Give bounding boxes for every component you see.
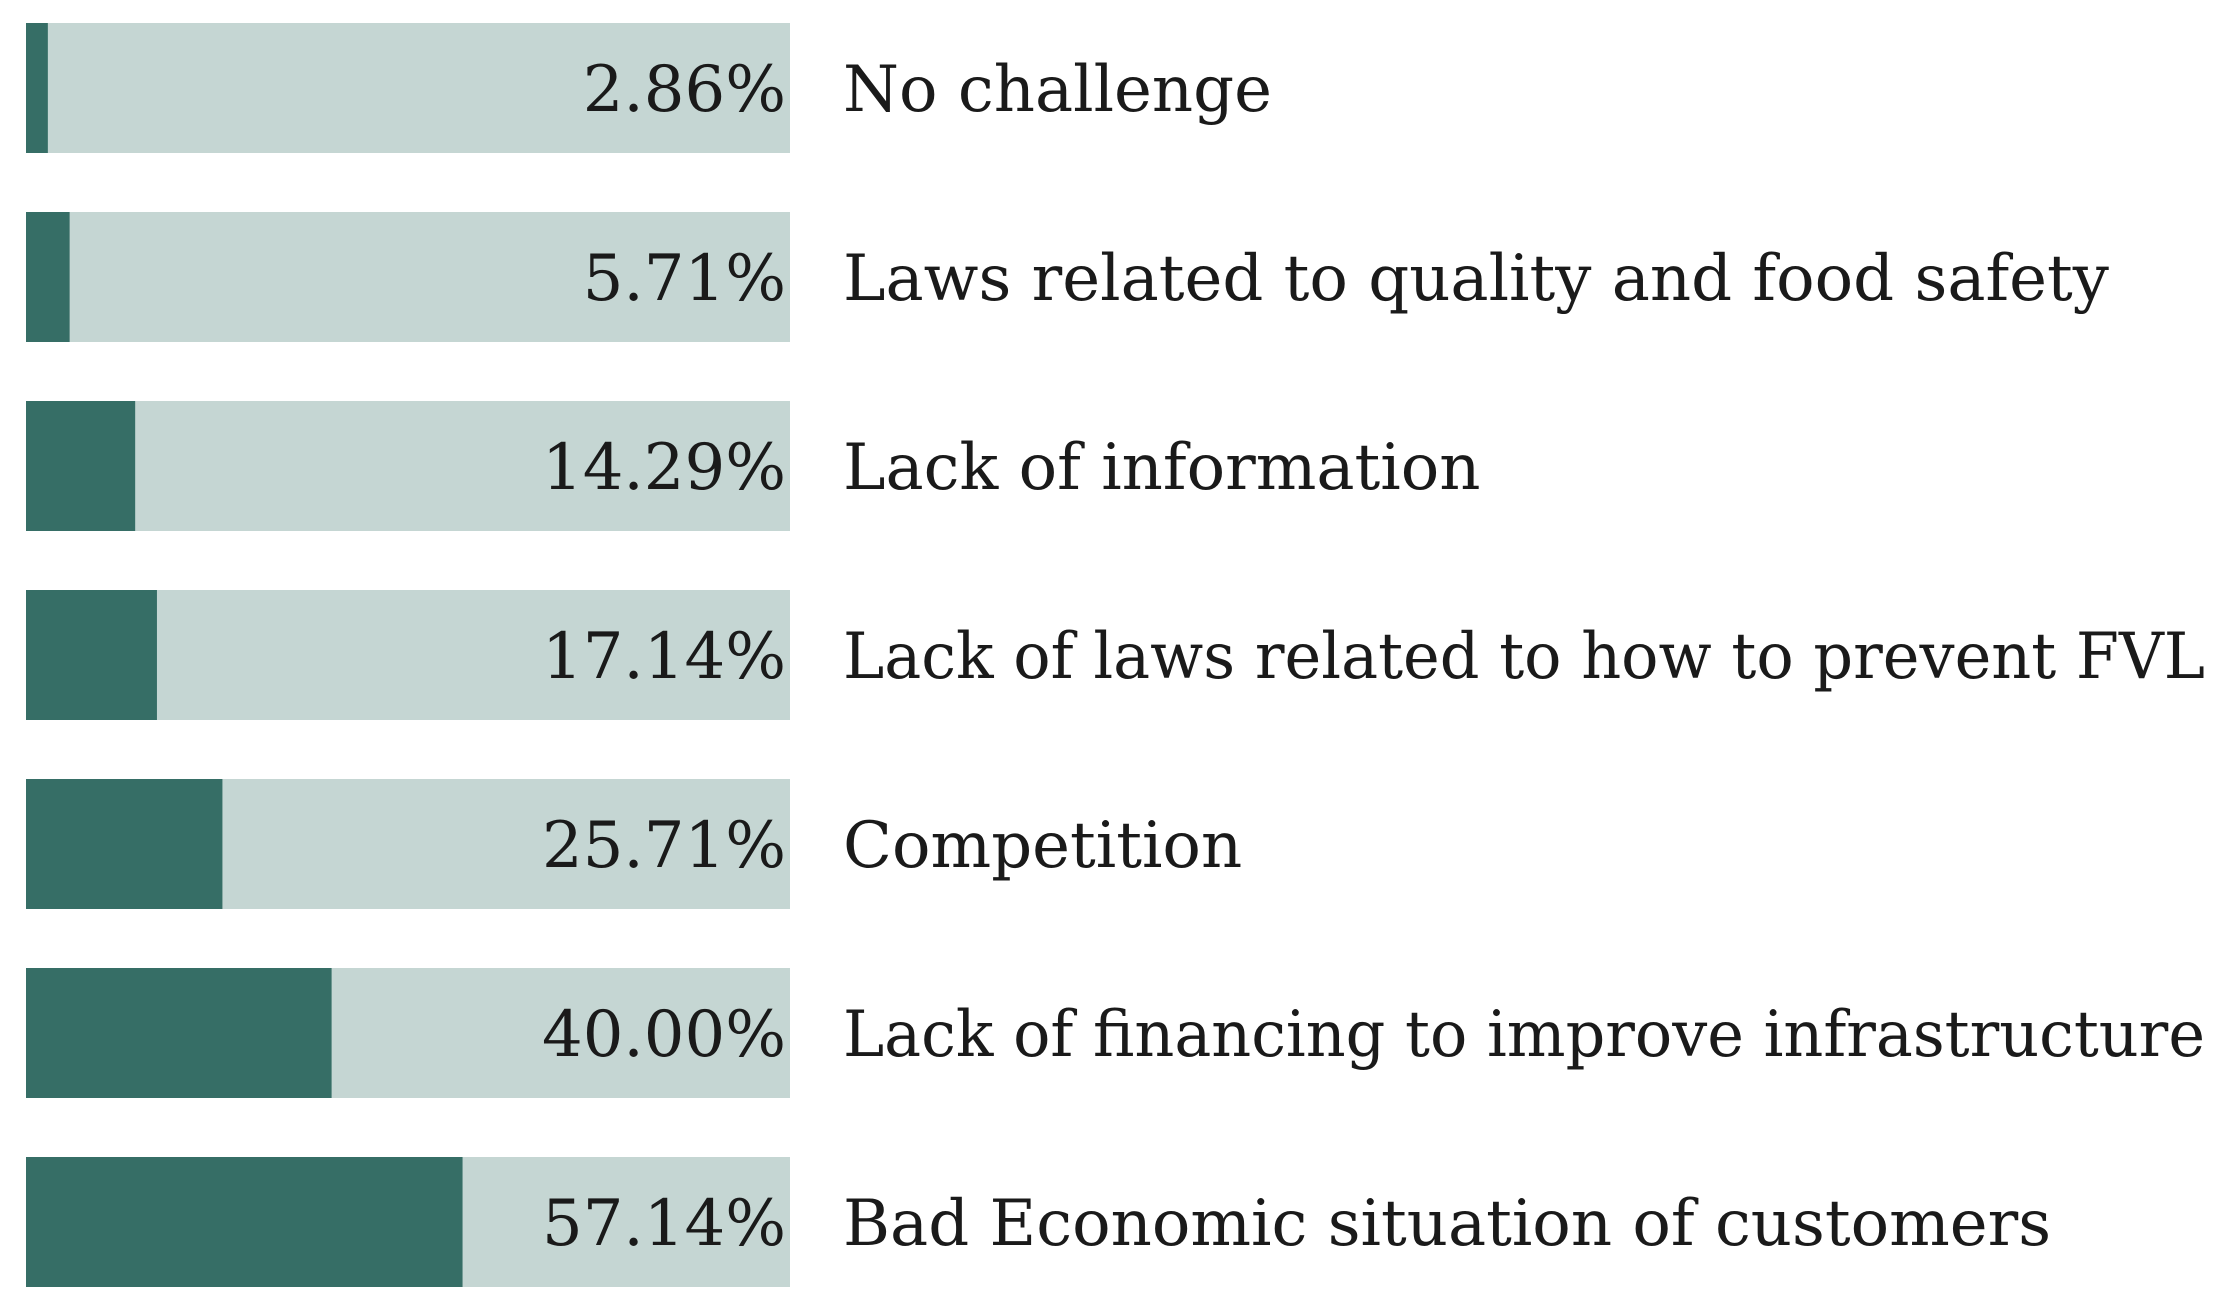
bar-value-label: 40.00% [542, 998, 786, 1072]
bar-row: 25.71% Competition [26, 779, 1242, 909]
category-label: Competition [843, 809, 1242, 883]
category-label: Laws related to quality and food safety [843, 242, 2109, 316]
bar [26, 401, 136, 531]
bar-value-label: 5.71% [583, 242, 786, 316]
bar-value-label: 57.14% [542, 1187, 786, 1261]
bar-value-label: 14.29% [542, 431, 786, 505]
bar [26, 590, 157, 720]
category-label: Lack of information [843, 431, 1480, 505]
bar [26, 212, 70, 342]
bar [26, 779, 223, 909]
bar [26, 1157, 463, 1287]
bar-row: 5.71% Laws related to quality and food sa… [26, 212, 2109, 342]
bar-value-label: 25.71% [542, 809, 786, 883]
bar-row: 14.29% Lack of information [26, 401, 1480, 531]
bar-row: 2.86% No challenge [26, 23, 1272, 153]
category-label: Lack of laws related to how to prevent F… [843, 620, 2205, 694]
bar-row: 57.14% Bad Economic situation of customer… [26, 1157, 2051, 1287]
bar-track [26, 23, 790, 153]
bar-row: 17.14% Lack of laws related to how to pre… [26, 590, 2205, 720]
bar-row: 40.00% Lack of financing to improve infra… [26, 968, 2205, 1098]
category-label: No challenge [843, 53, 1272, 127]
category-label: Bad Economic situation of customers [843, 1187, 2051, 1261]
bar-track [26, 212, 790, 342]
bar [26, 23, 48, 153]
bar-value-label: 2.86% [583, 53, 786, 127]
bar [26, 968, 332, 1098]
category-label: Lack of financing to improve infrastruct… [843, 998, 2205, 1072]
bar-track [26, 401, 790, 531]
bar-value-label: 17.14% [542, 620, 786, 694]
